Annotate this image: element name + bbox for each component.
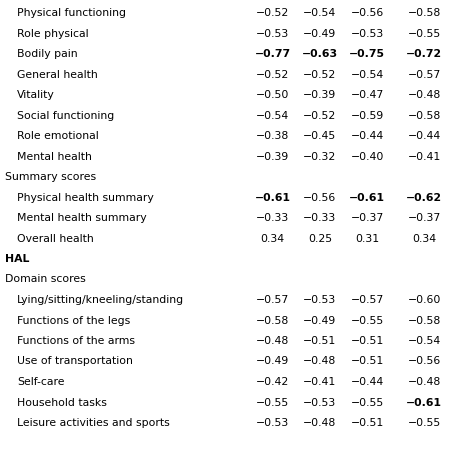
Text: −0.55: −0.55 <box>351 398 384 408</box>
Text: −0.52: −0.52 <box>256 70 289 80</box>
Text: −0.75: −0.75 <box>349 49 385 59</box>
Text: −0.50: −0.50 <box>256 90 289 100</box>
Text: −0.52: −0.52 <box>303 110 337 120</box>
Text: Lying/sitting/kneeling/standing: Lying/sitting/kneeling/standing <box>17 295 184 305</box>
Text: −0.42: −0.42 <box>256 377 289 387</box>
Text: −0.48: −0.48 <box>408 377 441 387</box>
Text: −0.62: −0.62 <box>406 192 442 202</box>
Text: −0.52: −0.52 <box>303 70 337 80</box>
Text: −0.45: −0.45 <box>303 131 337 141</box>
Text: −0.47: −0.47 <box>351 90 384 100</box>
Text: −0.54: −0.54 <box>303 8 337 18</box>
Text: −0.57: −0.57 <box>256 295 289 305</box>
Text: −0.51: −0.51 <box>351 356 384 366</box>
Text: −0.48: −0.48 <box>303 418 337 428</box>
Text: −0.56: −0.56 <box>408 356 441 366</box>
Text: −0.54: −0.54 <box>408 336 441 346</box>
Text: −0.32: −0.32 <box>303 152 337 162</box>
Text: Physical health summary: Physical health summary <box>17 192 154 202</box>
Text: −0.44: −0.44 <box>408 131 441 141</box>
Text: Vitality: Vitality <box>17 90 55 100</box>
Text: −0.38: −0.38 <box>256 131 289 141</box>
Text: −0.53: −0.53 <box>303 398 337 408</box>
Text: Mental health summary: Mental health summary <box>17 213 146 223</box>
Text: −0.37: −0.37 <box>408 213 441 223</box>
Text: −0.48: −0.48 <box>303 356 337 366</box>
Text: −0.41: −0.41 <box>408 152 441 162</box>
Text: Use of transportation: Use of transportation <box>17 356 133 366</box>
Text: −0.60: −0.60 <box>408 295 441 305</box>
Text: −0.33: −0.33 <box>303 213 337 223</box>
Text: Mental health: Mental health <box>17 152 92 162</box>
Text: Bodily pain: Bodily pain <box>17 49 78 59</box>
Text: −0.51: −0.51 <box>351 336 384 346</box>
Text: Household tasks: Household tasks <box>17 398 107 408</box>
Text: −0.53: −0.53 <box>256 418 289 428</box>
Text: −0.55: −0.55 <box>408 28 441 38</box>
Text: −0.56: −0.56 <box>351 8 384 18</box>
Text: −0.39: −0.39 <box>303 90 337 100</box>
Text: −0.49: −0.49 <box>303 28 337 38</box>
Text: −0.59: −0.59 <box>351 110 384 120</box>
Text: HAL: HAL <box>5 254 29 264</box>
Text: −0.48: −0.48 <box>408 90 441 100</box>
Text: 0.31: 0.31 <box>356 234 379 244</box>
Text: −0.57: −0.57 <box>408 70 441 80</box>
Text: −0.63: −0.63 <box>302 49 338 59</box>
Text: −0.54: −0.54 <box>256 110 289 120</box>
Text: −0.39: −0.39 <box>256 152 289 162</box>
Text: −0.51: −0.51 <box>351 418 384 428</box>
Text: −0.77: −0.77 <box>255 49 291 59</box>
Text: −0.51: −0.51 <box>303 336 337 346</box>
Text: −0.61: −0.61 <box>349 192 385 202</box>
Text: −0.53: −0.53 <box>351 28 384 38</box>
Text: −0.55: −0.55 <box>256 398 289 408</box>
Text: −0.57: −0.57 <box>351 295 384 305</box>
Text: −0.56: −0.56 <box>303 192 337 202</box>
Text: −0.49: −0.49 <box>256 356 289 366</box>
Text: −0.55: −0.55 <box>408 418 441 428</box>
Text: −0.37: −0.37 <box>351 213 384 223</box>
Text: −0.61: −0.61 <box>406 398 442 408</box>
Text: Self-care: Self-care <box>17 377 64 387</box>
Text: −0.58: −0.58 <box>408 316 441 326</box>
Text: −0.54: −0.54 <box>351 70 384 80</box>
Text: −0.40: −0.40 <box>351 152 384 162</box>
Text: −0.49: −0.49 <box>303 316 337 326</box>
Text: −0.44: −0.44 <box>351 131 384 141</box>
Text: Social functioning: Social functioning <box>17 110 114 120</box>
Text: Role emotional: Role emotional <box>17 131 99 141</box>
Text: −0.55: −0.55 <box>351 316 384 326</box>
Text: Overall health: Overall health <box>17 234 94 244</box>
Text: 0.34: 0.34 <box>412 234 436 244</box>
Text: −0.61: −0.61 <box>255 192 291 202</box>
Text: −0.33: −0.33 <box>256 213 289 223</box>
Text: −0.48: −0.48 <box>256 336 289 346</box>
Text: −0.52: −0.52 <box>256 8 289 18</box>
Text: −0.44: −0.44 <box>351 377 384 387</box>
Text: Physical functioning: Physical functioning <box>17 8 126 18</box>
Text: −0.58: −0.58 <box>256 316 289 326</box>
Text: 0.25: 0.25 <box>308 234 332 244</box>
Text: −0.53: −0.53 <box>303 295 337 305</box>
Text: −0.58: −0.58 <box>408 8 441 18</box>
Text: Functions of the arms: Functions of the arms <box>17 336 135 346</box>
Text: Summary scores: Summary scores <box>5 172 96 182</box>
Text: −0.41: −0.41 <box>303 377 337 387</box>
Text: −0.53: −0.53 <box>256 28 289 38</box>
Text: −0.72: −0.72 <box>406 49 442 59</box>
Text: −0.58: −0.58 <box>408 110 441 120</box>
Text: Functions of the legs: Functions of the legs <box>17 316 130 326</box>
Text: 0.34: 0.34 <box>261 234 284 244</box>
Text: Role physical: Role physical <box>17 28 89 38</box>
Text: General health: General health <box>17 70 98 80</box>
Text: Leisure activities and sports: Leisure activities and sports <box>17 418 170 428</box>
Text: Domain scores: Domain scores <box>5 274 86 284</box>
